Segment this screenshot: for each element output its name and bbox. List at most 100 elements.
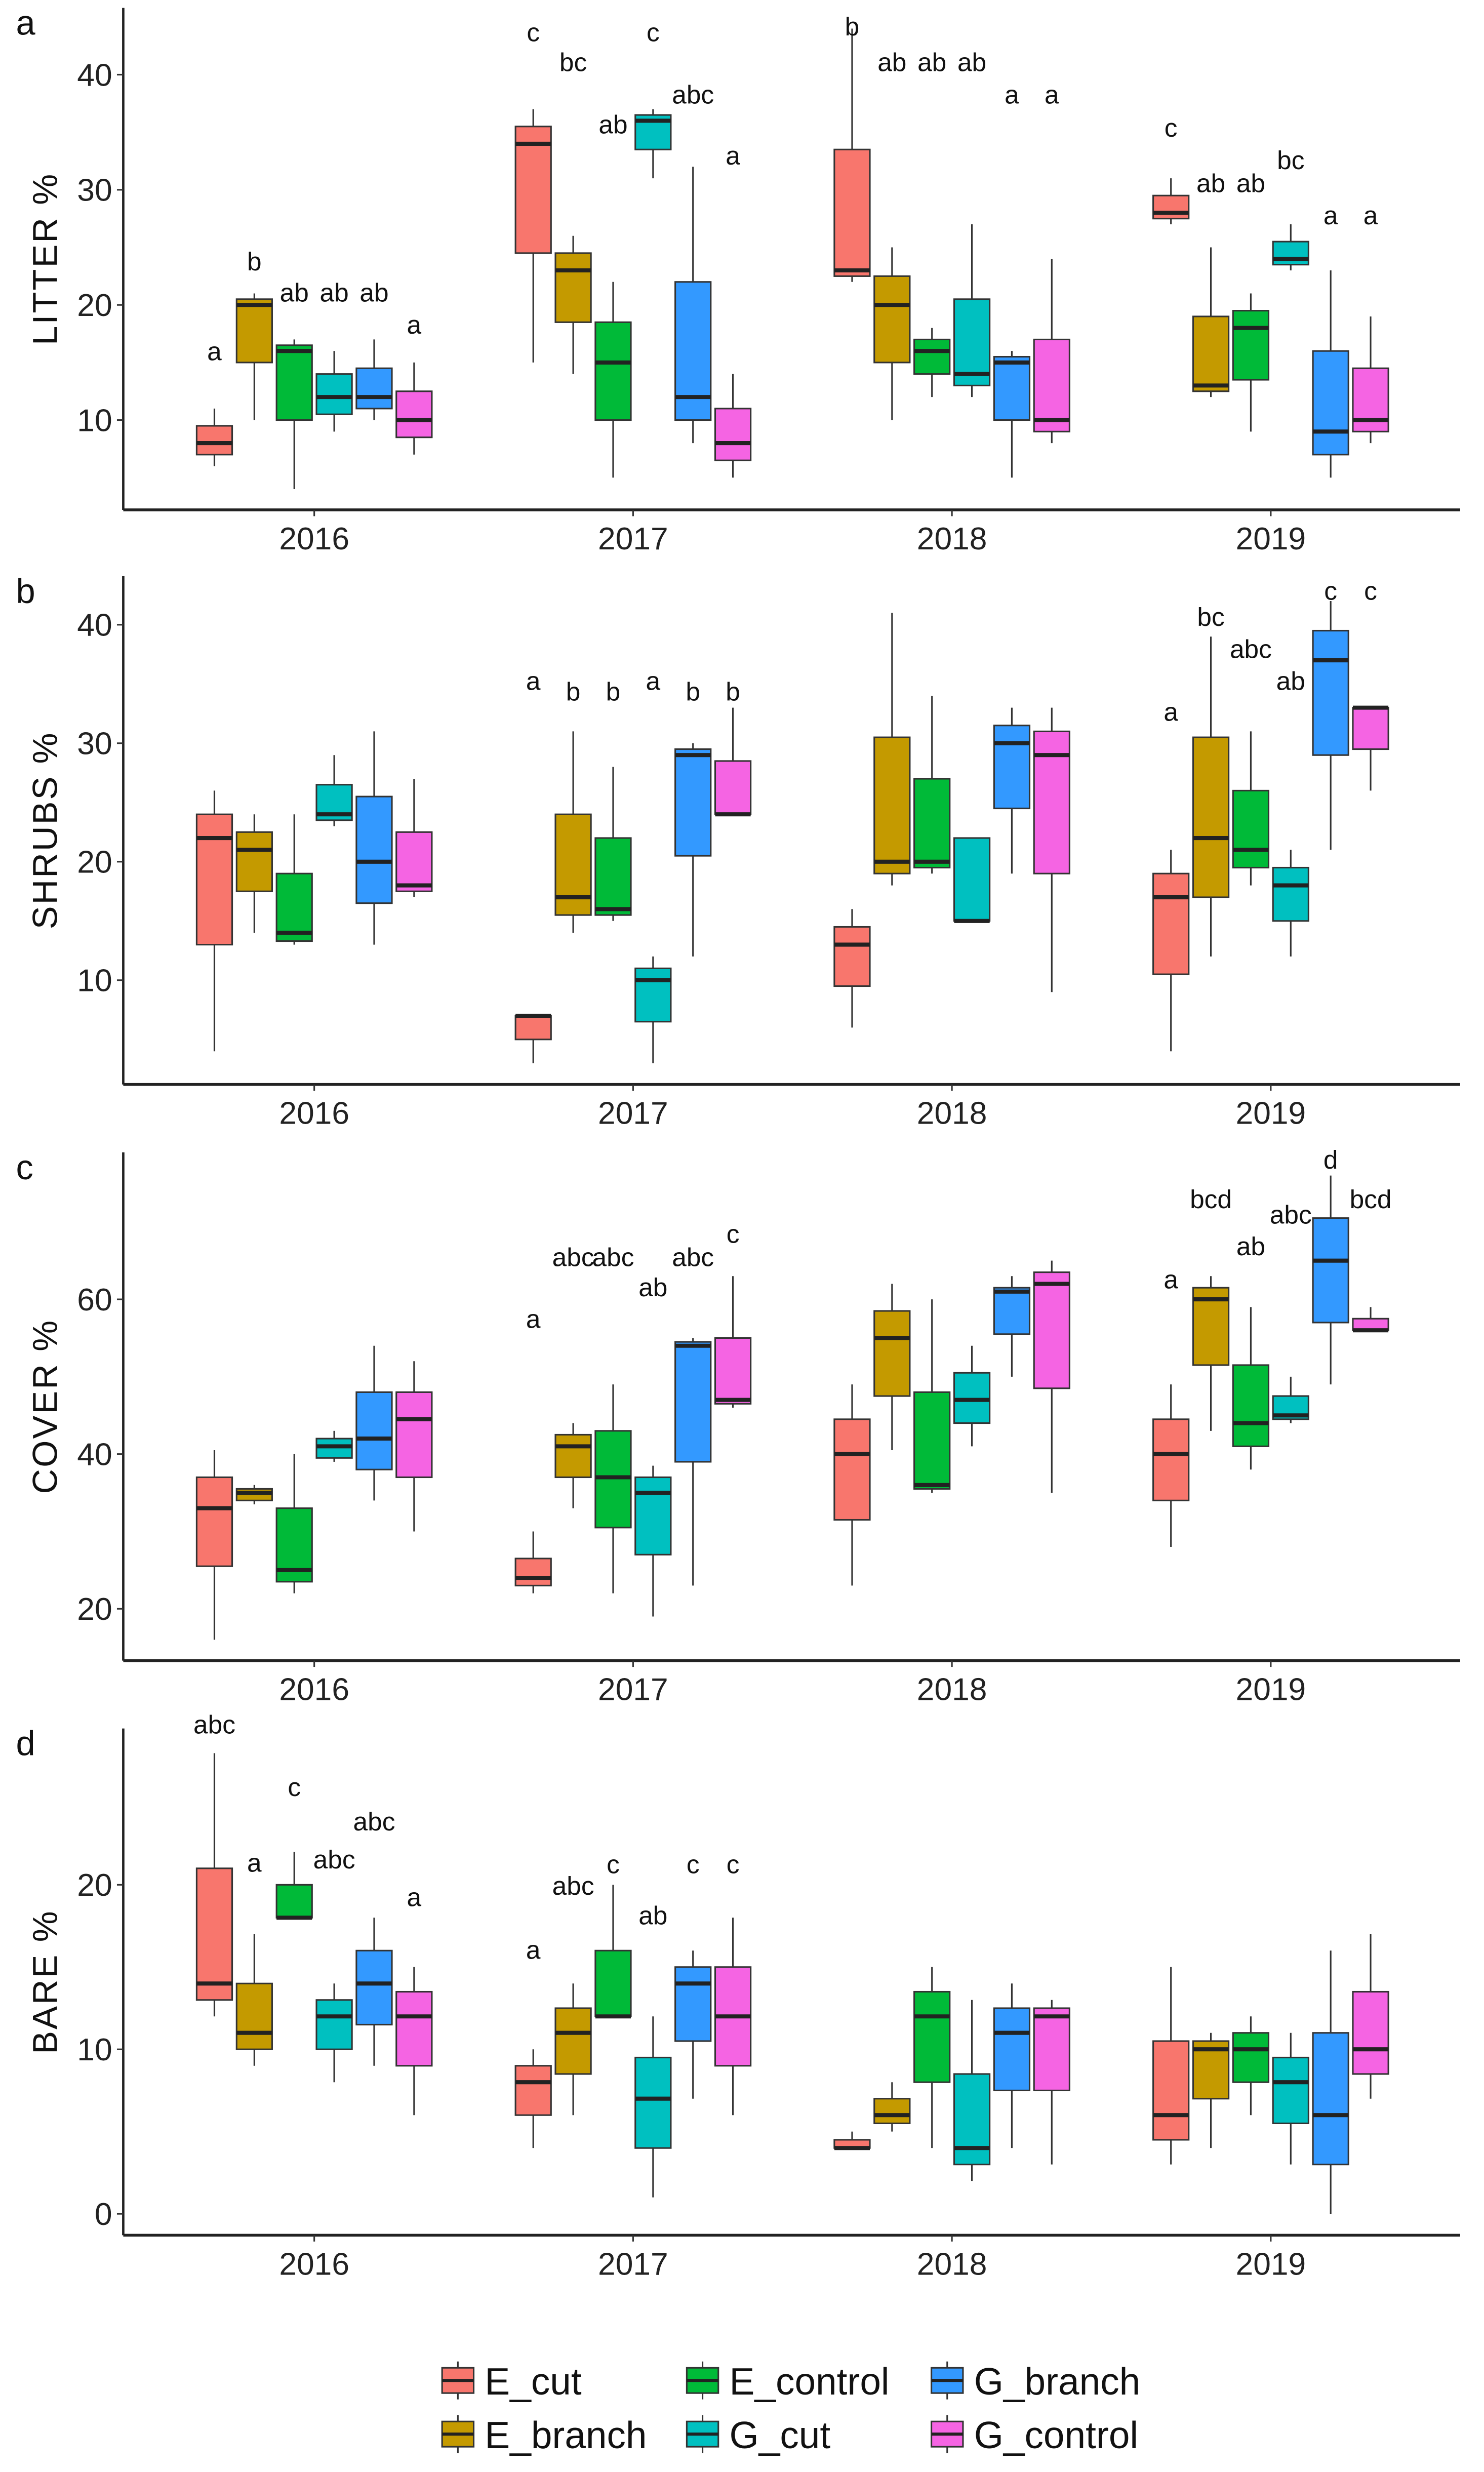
box-iqr xyxy=(634,967,672,1023)
box-iqr xyxy=(395,1990,433,2067)
box-G_branch xyxy=(993,1983,1031,2148)
significance-letter: bc xyxy=(1197,602,1224,631)
box-iqr xyxy=(833,1418,871,1521)
x-tick-label: 2017 xyxy=(598,1096,668,1131)
box-G_control xyxy=(1352,1307,1389,1333)
y-tick-label: 60 xyxy=(77,1283,112,1318)
box-iqr xyxy=(355,795,393,904)
significance-letter: bc xyxy=(1277,145,1304,175)
legend-label: G_branch xyxy=(974,2360,1140,2403)
significance-letter: c xyxy=(1165,113,1178,142)
legend-item-G_cut: G_cut xyxy=(686,2414,830,2456)
box-iqr xyxy=(953,837,991,922)
box-E_cut xyxy=(195,1450,233,1640)
box-iqr xyxy=(355,367,393,410)
significance-letter: c xyxy=(727,1219,740,1249)
box-G_control xyxy=(714,707,752,817)
box-G_branch xyxy=(674,167,712,444)
box-iqr xyxy=(275,344,313,421)
y-axis-title: LITTER % xyxy=(26,173,65,345)
box-G_control xyxy=(714,374,752,478)
box-iqr xyxy=(315,373,353,415)
box-iqr xyxy=(953,298,991,386)
y-tick-label: 30 xyxy=(77,173,112,208)
box-E_cut xyxy=(833,1384,871,1586)
box-iqr xyxy=(1312,2032,1349,2166)
significance-letter: c xyxy=(1364,576,1377,606)
box-G_branch xyxy=(1312,270,1349,478)
legend-label: E_cut xyxy=(485,2360,581,2403)
box-iqr xyxy=(993,2007,1031,2092)
significance-letter: abc xyxy=(552,1871,594,1900)
box-G_control xyxy=(1033,1260,1070,1493)
box-iqr xyxy=(913,1391,951,1490)
box-iqr xyxy=(594,837,632,916)
significance-letter: a xyxy=(1164,1265,1178,1294)
box-iqr xyxy=(195,425,233,456)
box-iqr xyxy=(1033,730,1070,874)
box-iqr xyxy=(1312,629,1349,756)
box-E_control xyxy=(275,1852,313,1920)
significance-letter: ab xyxy=(638,1272,667,1302)
box-iqr xyxy=(1352,1990,1389,2075)
box-E_control xyxy=(1232,2016,1270,2116)
legend-label: E_branch xyxy=(485,2414,647,2456)
box-G_branch xyxy=(1312,1175,1349,1385)
box-E_control xyxy=(594,282,632,478)
significance-letter: a xyxy=(1323,201,1338,230)
box-G_branch xyxy=(1312,601,1349,850)
box-E_branch xyxy=(235,1485,273,1504)
y-tick-label: 30 xyxy=(77,727,112,762)
box-iqr xyxy=(1192,736,1230,898)
box-E_cut xyxy=(195,1753,233,2017)
box-iqr xyxy=(1272,866,1309,922)
box-G_control xyxy=(395,362,433,455)
box-G_cut xyxy=(1272,850,1309,957)
box-iqr xyxy=(514,1558,552,1586)
box-E_cut xyxy=(195,408,233,466)
legend-item-G_branch: G_branch xyxy=(931,2360,1140,2403)
legend-item-E_control: E_control xyxy=(686,2360,890,2403)
box-iqr xyxy=(235,831,273,892)
y-tick-label: 40 xyxy=(77,1437,112,1472)
significance-letter: ab xyxy=(877,48,906,77)
box-G_control xyxy=(395,1361,433,1532)
box-E_control xyxy=(275,1454,313,1593)
significance-letter: ab xyxy=(917,48,946,77)
box-G_cut xyxy=(953,1345,991,1447)
significance-letter: b xyxy=(686,677,700,706)
y-tick-label: 10 xyxy=(77,2032,112,2067)
box-E_cut xyxy=(514,1013,552,1063)
significance-letter: a xyxy=(1045,79,1059,109)
significance-letter: a xyxy=(207,336,222,366)
significance-letter: b xyxy=(726,677,740,706)
significance-letter: c xyxy=(1324,576,1337,606)
box-iqr xyxy=(913,1990,951,2083)
box-E_cut xyxy=(195,790,233,1052)
box-iqr xyxy=(554,1433,592,1479)
box-E_cut xyxy=(514,1531,552,1593)
box-iqr xyxy=(1033,1271,1070,1389)
x-tick-label: 2016 xyxy=(279,1096,349,1131)
y-axis-title: COVER % xyxy=(26,1319,65,1494)
box-iqr xyxy=(634,2056,672,2149)
box-iqr xyxy=(594,1949,632,2017)
box-iqr xyxy=(873,1310,911,1397)
box-iqr xyxy=(275,872,313,942)
significance-letter: ab xyxy=(957,48,986,77)
box-E_cut xyxy=(514,109,552,363)
box-iqr xyxy=(315,1999,353,2050)
x-tick-label: 2016 xyxy=(279,1672,349,1707)
y-tick-label: 20 xyxy=(77,1868,112,1903)
legend: E_cut E_control G_branch E_branch G_cut G_con… xyxy=(441,2360,1140,2456)
box-G_control xyxy=(1352,1934,1389,2099)
panel-label: a xyxy=(16,4,35,43)
x-tick-label: 2016 xyxy=(279,2247,349,2282)
box-E_branch xyxy=(873,613,911,886)
box-E_cut xyxy=(514,2049,552,2148)
box-G_branch xyxy=(355,339,393,420)
legend-item-E_cut: E_cut xyxy=(441,2360,582,2403)
significance-letter: a xyxy=(726,141,740,170)
